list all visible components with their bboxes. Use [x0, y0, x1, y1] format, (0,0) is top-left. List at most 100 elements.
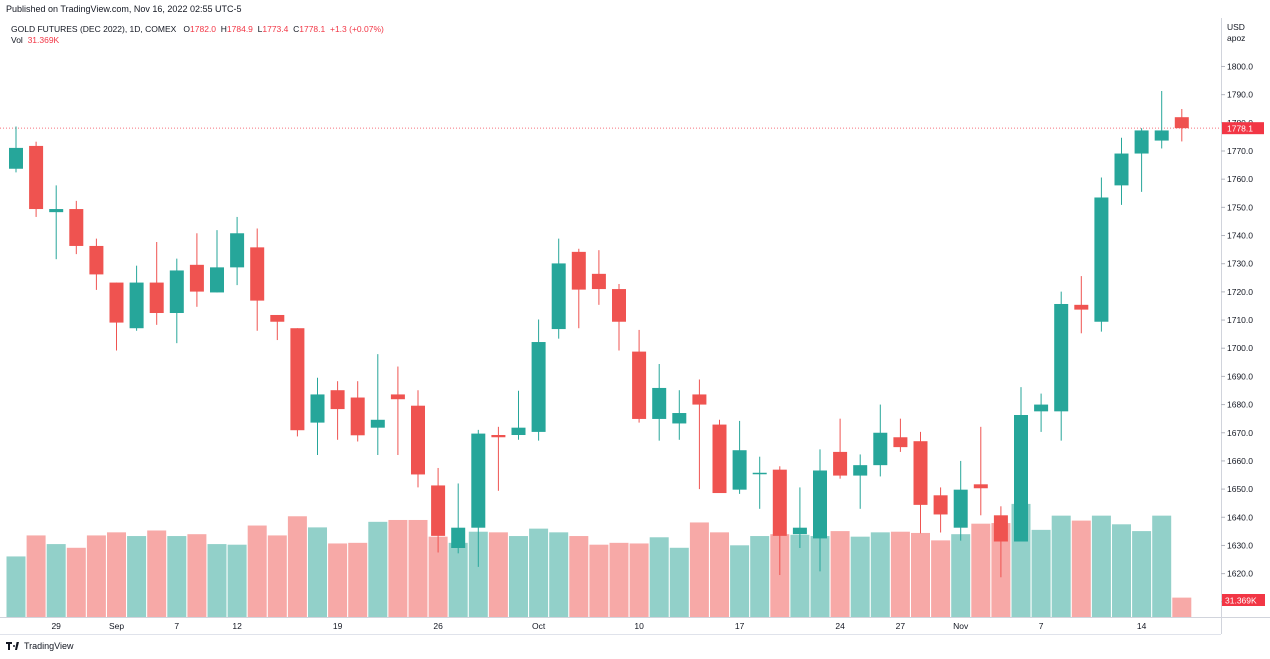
- x-tick-label: 14: [1137, 621, 1147, 631]
- volume-bar: [328, 543, 348, 617]
- volume-bar: [689, 522, 709, 617]
- y-tick-label: 1720.0: [1227, 287, 1253, 297]
- x-tick-label: 19: [333, 621, 343, 631]
- footer-brand: TradingView: [24, 641, 74, 651]
- candle-body: [129, 282, 144, 329]
- volume-bar: [971, 523, 991, 617]
- y-tick-label: 1770.0: [1227, 146, 1253, 156]
- candle-body: [189, 264, 204, 292]
- candle-body: [732, 450, 747, 490]
- candle-body: [49, 209, 64, 213]
- volume-bar: [770, 534, 790, 617]
- candle-body: [833, 451, 848, 476]
- candle-body: [591, 273, 606, 290]
- candle-body: [1154, 130, 1169, 141]
- volume-bar: [368, 521, 388, 617]
- candle-body: [612, 289, 626, 322]
- tradingview-logo-icon: [6, 642, 20, 650]
- y-tick-label: 1640.0: [1227, 512, 1253, 522]
- volume-bar: [1031, 529, 1051, 617]
- candle-body: [772, 469, 787, 536]
- candle-body: [471, 433, 486, 528]
- candle-body: [933, 495, 948, 515]
- x-tick-label: 12: [232, 621, 242, 631]
- volume-bar: [287, 516, 307, 617]
- volume-bar: [227, 544, 247, 617]
- candle-body: [451, 527, 466, 548]
- legend-volume-line: Vol 31.369K: [11, 35, 384, 46]
- candle-body: [1094, 197, 1109, 322]
- x-tick-label: 10: [634, 621, 644, 631]
- volume-bar: [629, 543, 649, 617]
- chart-legend: GOLD FUTURES (DEC 2022), 1D, COMEX O1782…: [11, 24, 384, 46]
- candle-body: [89, 245, 104, 275]
- volume-bar: [267, 535, 287, 617]
- candle-body: [210, 267, 224, 293]
- volume-bar: [1172, 597, 1192, 617]
- legend-high-label: H: [220, 24, 227, 34]
- volume-bar: [911, 532, 930, 617]
- y-tick-label: 1680.0: [1227, 400, 1253, 410]
- volume-bar: [1071, 520, 1091, 617]
- y-tick-label: 1700.0: [1227, 343, 1253, 353]
- candle-body: [1054, 303, 1069, 412]
- candle-body: [672, 413, 687, 424]
- candle-body: [632, 351, 647, 419]
- candle-body: [1014, 414, 1028, 542]
- legend-low-label: L: [257, 24, 263, 34]
- candle-body: [1174, 117, 1189, 129]
- x-tick-label: 29: [51, 621, 61, 631]
- volume-bar: [790, 534, 810, 617]
- x-tick-label: Oct: [532, 621, 546, 631]
- volume-bar: [488, 532, 508, 617]
- y-tick-label: 1620.0: [1227, 569, 1253, 579]
- volume-bar: [750, 536, 770, 617]
- volume-bar: [951, 534, 971, 617]
- candle-body: [350, 397, 365, 436]
- legend-low: 1773.4: [262, 24, 289, 34]
- volume-bar: [46, 544, 66, 617]
- x-tick-label: 27: [896, 621, 906, 631]
- candle-body: [1074, 304, 1089, 310]
- y-tick-label: 1670.0: [1227, 428, 1253, 438]
- volume-bar: [890, 531, 910, 617]
- volume-bar: [1132, 531, 1152, 617]
- volume-bar: [710, 532, 729, 617]
- volume-bar: [86, 535, 106, 617]
- y-tick-label: 1750.0: [1227, 202, 1253, 212]
- volume-bar: [830, 531, 850, 617]
- legend-close: 1778.1: [299, 24, 326, 34]
- volume-bar: [127, 536, 147, 617]
- axis-currency-sub: apoz: [1227, 33, 1245, 43]
- candle-body: [491, 435, 506, 438]
- candle-body: [571, 251, 586, 290]
- candle-body: [551, 263, 566, 330]
- volume-bar: [1051, 515, 1071, 617]
- candle-body: [431, 485, 446, 536]
- volume-bar: [509, 536, 528, 617]
- volume-bar: [1091, 515, 1111, 617]
- legend-vol-label: Vol: [11, 35, 23, 45]
- candle-body: [853, 465, 868, 476]
- volume-bar: [549, 532, 569, 617]
- candle-body: [270, 314, 285, 322]
- last-price-tag: [1222, 122, 1264, 135]
- candle-body: [310, 394, 325, 423]
- volume-bar: [348, 542, 368, 617]
- legend-ohlc-line: GOLD FUTURES (DEC 2022), 1D, COMEX O1782…: [11, 24, 384, 35]
- legend-vol: 31.369K: [27, 35, 60, 45]
- legend-open-label: O: [183, 24, 191, 34]
- volume-bar: [609, 542, 629, 617]
- legend-open: 1782.0: [190, 24, 217, 34]
- volume-bar: [870, 532, 890, 617]
- x-tick-label: 17: [735, 621, 745, 631]
- candle-body: [973, 484, 988, 489]
- candle-body: [913, 441, 928, 505]
- y-tick-label: 1650.0: [1227, 484, 1253, 494]
- candle-body: [109, 282, 124, 323]
- volume-bar: [730, 545, 750, 617]
- volume-bar: [529, 528, 549, 617]
- volume-bar: [448, 542, 468, 617]
- volume-bar: [1112, 524, 1131, 617]
